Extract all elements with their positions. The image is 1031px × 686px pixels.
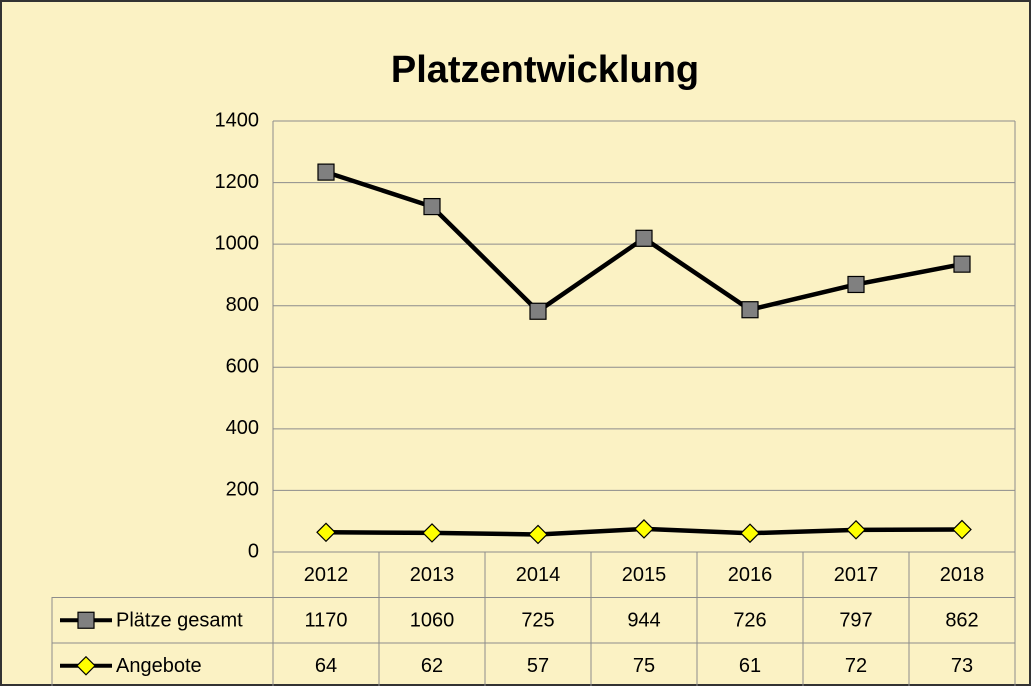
table-cell — [908, 642, 1016, 686]
data-point — [847, 275, 865, 294]
y-tick-label: 1000 — [215, 232, 260, 254]
y-tick-label: 1400 — [215, 109, 260, 131]
y-tick-label: 0 — [248, 540, 259, 562]
x-tick-label: 2012 — [304, 564, 349, 586]
data-point — [529, 302, 547, 320]
x-tick-label: 2016 — [728, 564, 773, 586]
chart-title: Platzentwicklung — [391, 49, 699, 91]
table-value: 1170 — [304, 610, 347, 632]
table-value: 61 — [739, 655, 761, 677]
data-point — [317, 163, 335, 181]
data-point — [741, 301, 759, 319]
table-value: 725 — [521, 610, 554, 632]
y-tick-label: 600 — [226, 356, 259, 378]
data-point — [422, 523, 442, 543]
x-tick-label: 2018 — [940, 564, 985, 586]
data-point — [528, 524, 548, 545]
x-tick-label: 2013 — [410, 564, 455, 586]
legend-label: Angebote — [116, 655, 202, 677]
data-point — [846, 519, 866, 540]
legend-marker — [77, 611, 95, 629]
table-value: 797 — [839, 610, 872, 632]
legend-marker — [76, 655, 96, 676]
table-value: 726 — [733, 610, 766, 632]
data-point — [316, 522, 336, 543]
x-tick-label: 2017 — [834, 564, 879, 586]
data-point — [634, 519, 654, 539]
table-value: 862 — [945, 610, 978, 632]
data-point — [635, 229, 653, 247]
legend-label: Plätze gesamt — [116, 610, 243, 632]
data-point — [952, 519, 972, 540]
data-point — [953, 255, 971, 273]
table-value: 57 — [527, 655, 549, 677]
table-value: 64 — [315, 655, 337, 677]
y-tick-label: 400 — [226, 417, 259, 439]
y-tick-label: 800 — [226, 294, 259, 316]
y-tick-label: 200 — [226, 479, 259, 501]
table-value: 75 — [633, 655, 655, 677]
y-tick-label: 1200 — [215, 171, 260, 193]
table-value: 72 — [845, 655, 867, 677]
table-value: 1060 — [410, 610, 455, 632]
x-tick-label: 2015 — [622, 564, 667, 586]
table-value: 62 — [421, 655, 443, 677]
table-value: 73 — [951, 655, 973, 677]
x-tick-label: 2014 — [516, 564, 561, 586]
table-value: 944 — [627, 610, 660, 632]
data-point — [423, 197, 441, 216]
data-point — [740, 523, 760, 544]
